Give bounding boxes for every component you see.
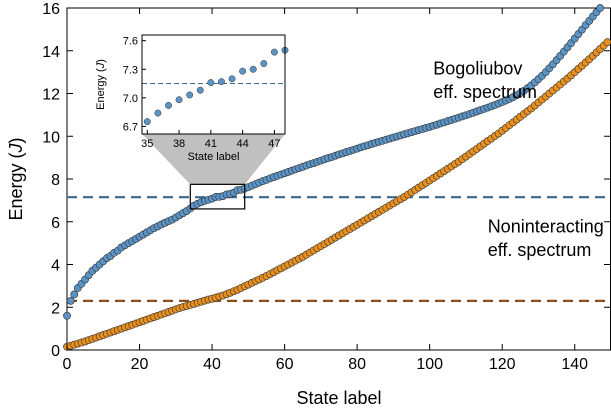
inset-data-point <box>228 75 236 83</box>
inset-frame <box>141 34 286 135</box>
data-point <box>66 296 75 305</box>
inset-data-point <box>217 78 225 86</box>
x-tick-label: 140 <box>561 356 588 373</box>
inset-data-point <box>270 48 278 56</box>
annotation-text: Noninteracting <box>488 216 604 236</box>
x-tick-label: 60 <box>276 356 294 373</box>
annotation-text: eff. spectrum <box>488 240 592 260</box>
axis-ticks: 0 20 40 60 80 100 120 140 0 2 4 6 8 10 12 14 16 <box>42 1 610 373</box>
inset-y-axis-unit: J <box>95 62 107 69</box>
inset-y-tick-label: 7.3 <box>123 64 138 76</box>
inset-plot: 35 38 41 44 47 6.7 7.0 7.3 7.6 State label Energ… <box>95 34 289 163</box>
data-point <box>63 311 71 320</box>
data-point <box>70 290 79 299</box>
inset-x-tick-label: 44 <box>237 138 249 150</box>
inset-y-axis-label-text: Energy (J) <box>95 59 107 110</box>
series-bogoliubov <box>63 4 605 320</box>
y-axis-label-text: Energy (J) <box>6 137 26 220</box>
inset-data-point <box>207 79 215 87</box>
x-tick-label: 120 <box>489 356 516 373</box>
x-tick-label: 0 <box>63 356 72 373</box>
x-axis-label: State label <box>296 388 381 408</box>
inset-x-axis-label: State label <box>188 151 240 163</box>
inset-data-point <box>196 86 204 94</box>
data-point <box>596 4 605 12</box>
data-point <box>603 38 611 47</box>
y-axis-label: Energy (J) <box>6 137 26 220</box>
inset-x-tick-label: 35 <box>141 138 153 150</box>
inset-x-tick-label: 41 <box>205 138 217 150</box>
inset-x-tick-label: 38 <box>173 138 185 150</box>
inset-y-axis-label: Energy (J) <box>95 59 107 110</box>
series-noninteracting <box>63 38 611 351</box>
inset-data-point <box>239 67 247 75</box>
inset-y-tick-label: 6.7 <box>123 121 138 133</box>
x-tick-label: 80 <box>348 356 366 373</box>
y-axis-unit: J <box>6 142 26 153</box>
inset-series <box>141 34 289 135</box>
y-tick-label: 0 <box>51 343 60 360</box>
series-group <box>63 4 611 351</box>
annotations: Bogoliubov eff. spectrum Noninteracting eff… <box>433 58 603 260</box>
zoom-connector <box>142 134 285 210</box>
inset-data-point <box>143 118 151 126</box>
inset-data-point <box>154 109 162 117</box>
x-tick-label: 20 <box>131 356 149 373</box>
inset-data-point <box>165 101 172 109</box>
inset-x-tick-label: 47 <box>268 138 280 150</box>
inset-data-point <box>175 96 183 104</box>
annotation-text: Bogoliubov <box>433 58 522 78</box>
y-tick-label: 12 <box>42 87 60 104</box>
y-tick-label: 8 <box>51 172 60 189</box>
main-plot: 0 20 40 60 80 100 120 140 0 2 4 6 8 10 12 14 16 State la… <box>6 1 611 408</box>
inset-data-point <box>260 60 268 68</box>
y-tick-label: 16 <box>42 1 60 18</box>
y-tick-label: 14 <box>42 44 60 61</box>
inset-y-tick-label: 7.6 <box>123 36 138 48</box>
y-tick-label: 4 <box>51 258 60 275</box>
annotation-text: eff. spectrum <box>433 82 537 102</box>
zoom-connector-shade <box>142 134 285 185</box>
inset-data-point <box>186 91 194 99</box>
inset-axis-ticks: 35 38 41 44 47 6.7 7.0 7.3 7.6 <box>123 36 281 150</box>
y-tick-label: 6 <box>51 215 60 232</box>
inset-y-tick-label: 7.0 <box>123 93 138 105</box>
inset-data-point <box>249 65 257 73</box>
y-tick-label: 2 <box>51 300 60 317</box>
threshold-lines <box>67 196 611 302</box>
y-tick-label: 10 <box>42 129 60 146</box>
x-tick-label: 40 <box>203 356 221 373</box>
zoom-box <box>189 183 246 210</box>
x-tick-label: 100 <box>416 356 443 373</box>
